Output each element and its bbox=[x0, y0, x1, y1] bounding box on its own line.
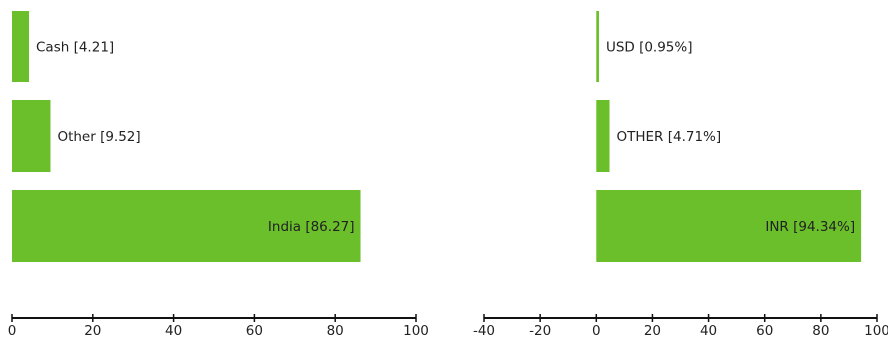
bar-cash bbox=[12, 11, 30, 82]
bar-other bbox=[596, 100, 610, 172]
allocation-chart-geography: Cash [4.21] Other [9.52] India [86.27] 0 20 4… bbox=[8, 11, 429, 338]
bar-label-inr: INR [94.34%] bbox=[765, 219, 855, 235]
x-tick-label: 80 bbox=[327, 323, 344, 338]
bar-label-other: OTHER [4.71%] bbox=[617, 129, 722, 145]
bar-other bbox=[12, 100, 51, 172]
bar-usd bbox=[596, 11, 599, 82]
x-tick-label: 60 bbox=[756, 323, 773, 338]
x-tick-label: 60 bbox=[246, 323, 263, 338]
x-tick-label: 100 bbox=[403, 323, 429, 338]
x-tick-label: 100 bbox=[864, 323, 888, 338]
x-tick-label: 0 bbox=[592, 323, 601, 338]
bar-india bbox=[12, 190, 361, 262]
bar-inr bbox=[596, 190, 862, 262]
x-tick-label: 40 bbox=[700, 323, 717, 338]
x-tick-label: 80 bbox=[812, 323, 829, 338]
x-tick-label: -40 bbox=[473, 323, 495, 338]
bar-label-india: India [86.27] bbox=[268, 219, 355, 235]
x-tick-label: 20 bbox=[84, 323, 101, 338]
bar-label-cash: Cash [4.21] bbox=[36, 40, 114, 56]
bar-label-usd: USD [0.95%] bbox=[606, 40, 693, 56]
bar-label-other: Other [9.52] bbox=[57, 129, 140, 145]
x-tick-label: 0 bbox=[8, 323, 17, 338]
x-tick-label: 20 bbox=[644, 323, 661, 338]
allocation-chart-currency: USD [0.95%] OTHER [4.71%] INR [94.34%] -40 -… bbox=[473, 11, 888, 338]
x-tick-label: 40 bbox=[165, 323, 182, 338]
x-tick-label: -20 bbox=[529, 323, 551, 338]
